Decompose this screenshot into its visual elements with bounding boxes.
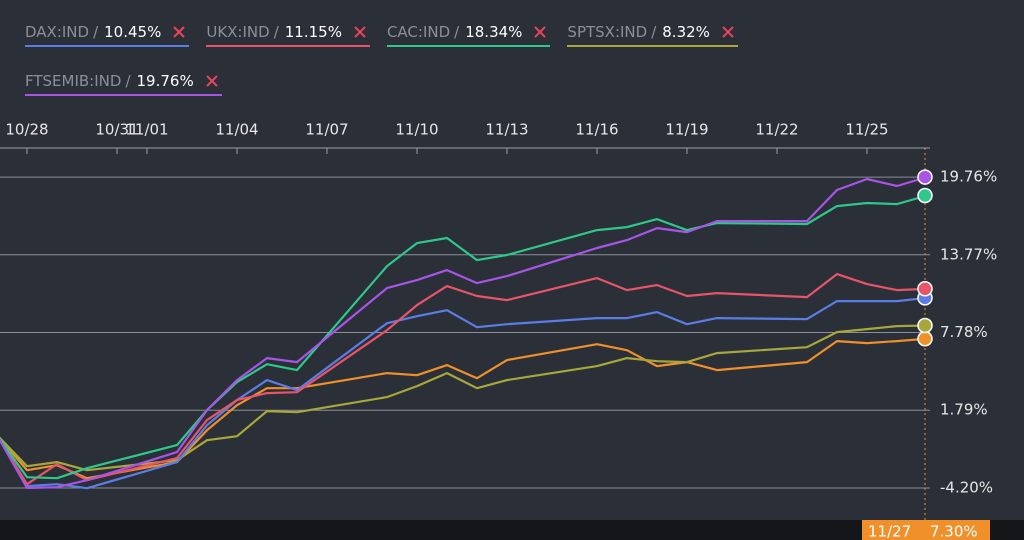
legend-item: DAX:IND/ 10.45% <box>25 18 190 47</box>
legend-item: SPTSX:IND/ 8.32% <box>567 18 738 47</box>
x-tick-label: 11/10 <box>395 121 438 139</box>
series-line <box>0 194 928 480</box>
legend-name: UKX:IND <box>206 22 270 41</box>
remove-cross <box>205 74 218 87</box>
x-tick-label: 11/04 <box>215 121 258 139</box>
legend-item: CAC:IND/ 18.34% <box>386 18 551 47</box>
legend-separator: / <box>454 22 460 41</box>
end-marker <box>917 330 933 347</box>
series-line <box>0 337 928 480</box>
crosshair-tooltip <box>862 520 990 540</box>
legend-separator: / <box>125 71 131 90</box>
x-tick-label: 11/16 <box>575 121 618 139</box>
legend-separator: / <box>651 22 657 41</box>
y-tick-label: 7.78% <box>940 323 988 341</box>
end-marker <box>917 281 933 297</box>
y-tick-label: 19.76% <box>940 168 997 186</box>
remove-cross <box>173 25 186 38</box>
bottom-band <box>0 520 1024 540</box>
remove-icon[interactable] <box>205 74 218 87</box>
crosshair-value: 7.30% <box>930 523 978 540</box>
x-tick-label: 10/28 <box>5 121 48 139</box>
legend-value: 8.32% <box>662 22 710 41</box>
legend-separator: / <box>93 22 99 41</box>
end-marker <box>917 187 933 204</box>
x-tick-label: 11/13 <box>485 121 528 139</box>
end-marker <box>917 317 933 334</box>
legend-name: SPTSX:IND <box>567 22 648 41</box>
legend-separator: / <box>273 22 279 41</box>
x-tick-label: 11/25 <box>845 121 888 139</box>
legend-value: 18.34% <box>465 22 523 41</box>
remove-icon[interactable] <box>173 25 186 38</box>
series-line <box>0 324 928 472</box>
legend-name: DAX:IND <box>25 22 90 41</box>
x-tick-label: 11/01 <box>125 121 168 139</box>
x-tick-label: 11/22 <box>755 121 798 139</box>
x-tick-label: 11/07 <box>305 121 348 139</box>
legend-name: FTSEMIB:IND <box>25 71 122 90</box>
remove-icon[interactable] <box>722 25 734 38</box>
legend-item: UKX:IND/ 11.15% <box>206 18 370 47</box>
remove-cross <box>354 25 366 38</box>
end-marker <box>917 169 933 185</box>
series-line <box>0 176 928 490</box>
legend-value: 11.15% <box>284 22 342 41</box>
series-line <box>0 273 928 486</box>
legend-name: CAC:IND <box>386 22 451 41</box>
crosshair-date: 11/27 <box>868 523 911 540</box>
y-tick-label: -4.20% <box>940 478 993 496</box>
legend-item: FTSEMIB:IND/ 19.76% <box>25 67 222 96</box>
legend-value: 10.45% <box>104 22 162 41</box>
y-tick-label: 13.77% <box>940 245 997 263</box>
series-line <box>0 296 928 490</box>
x-tick-label: 10/31 <box>95 121 138 139</box>
legend: DAX:IND/10.45% UKX:IND/11.15% CAC:IND/18.3… <box>25 18 855 96</box>
legend-value: 19.76% <box>136 71 194 90</box>
x-tick-label: 11/19 <box>665 121 708 139</box>
remove-icon[interactable] <box>534 25 547 38</box>
remove-icon[interactable] <box>354 25 366 38</box>
remove-cross <box>534 25 547 38</box>
y-tick-label: 1.79% <box>940 401 988 419</box>
remove-cross <box>722 25 734 38</box>
